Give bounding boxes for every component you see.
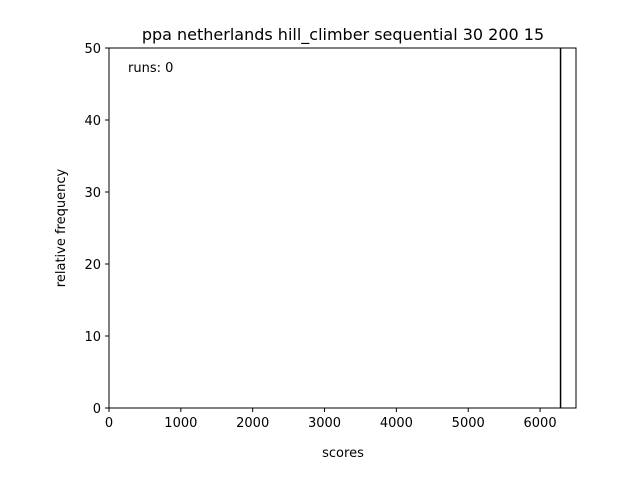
x-tick-label-1: 1000: [164, 416, 197, 431]
y-tick-label-3: 30: [84, 186, 101, 201]
x-tick-label-2: 2000: [236, 416, 269, 431]
x-tick-label-6: 6000: [524, 416, 557, 431]
chart-title: ppa netherlands hill_climber sequential …: [142, 25, 544, 45]
y-tick-label-1: 10: [84, 330, 101, 345]
x-axis: 0 1000 2000 3000 4000 5000 6000: [105, 408, 557, 431]
y-axis-label: relative frequency: [54, 169, 69, 288]
plot-frame: [108, 47, 577, 409]
y-tick-label-2: 20: [84, 258, 101, 273]
x-tick-label-4: 4000: [380, 416, 413, 431]
x-axis-label: scores: [322, 446, 364, 461]
y-tick-label-4: 40: [84, 114, 101, 129]
plot-area: [108, 47, 577, 409]
y-axis: 0 10 20 30 40 50: [84, 42, 109, 417]
y-tick-label-5: 50: [84, 42, 101, 57]
y-tick-label-0: 0: [93, 402, 101, 417]
x-tick-label-3: 3000: [308, 416, 341, 431]
runs-annotation: runs: 0: [128, 61, 173, 76]
plot-background: [109, 48, 576, 408]
x-tick-label-0: 0: [105, 416, 113, 431]
x-tick-label-5: 5000: [452, 416, 485, 431]
